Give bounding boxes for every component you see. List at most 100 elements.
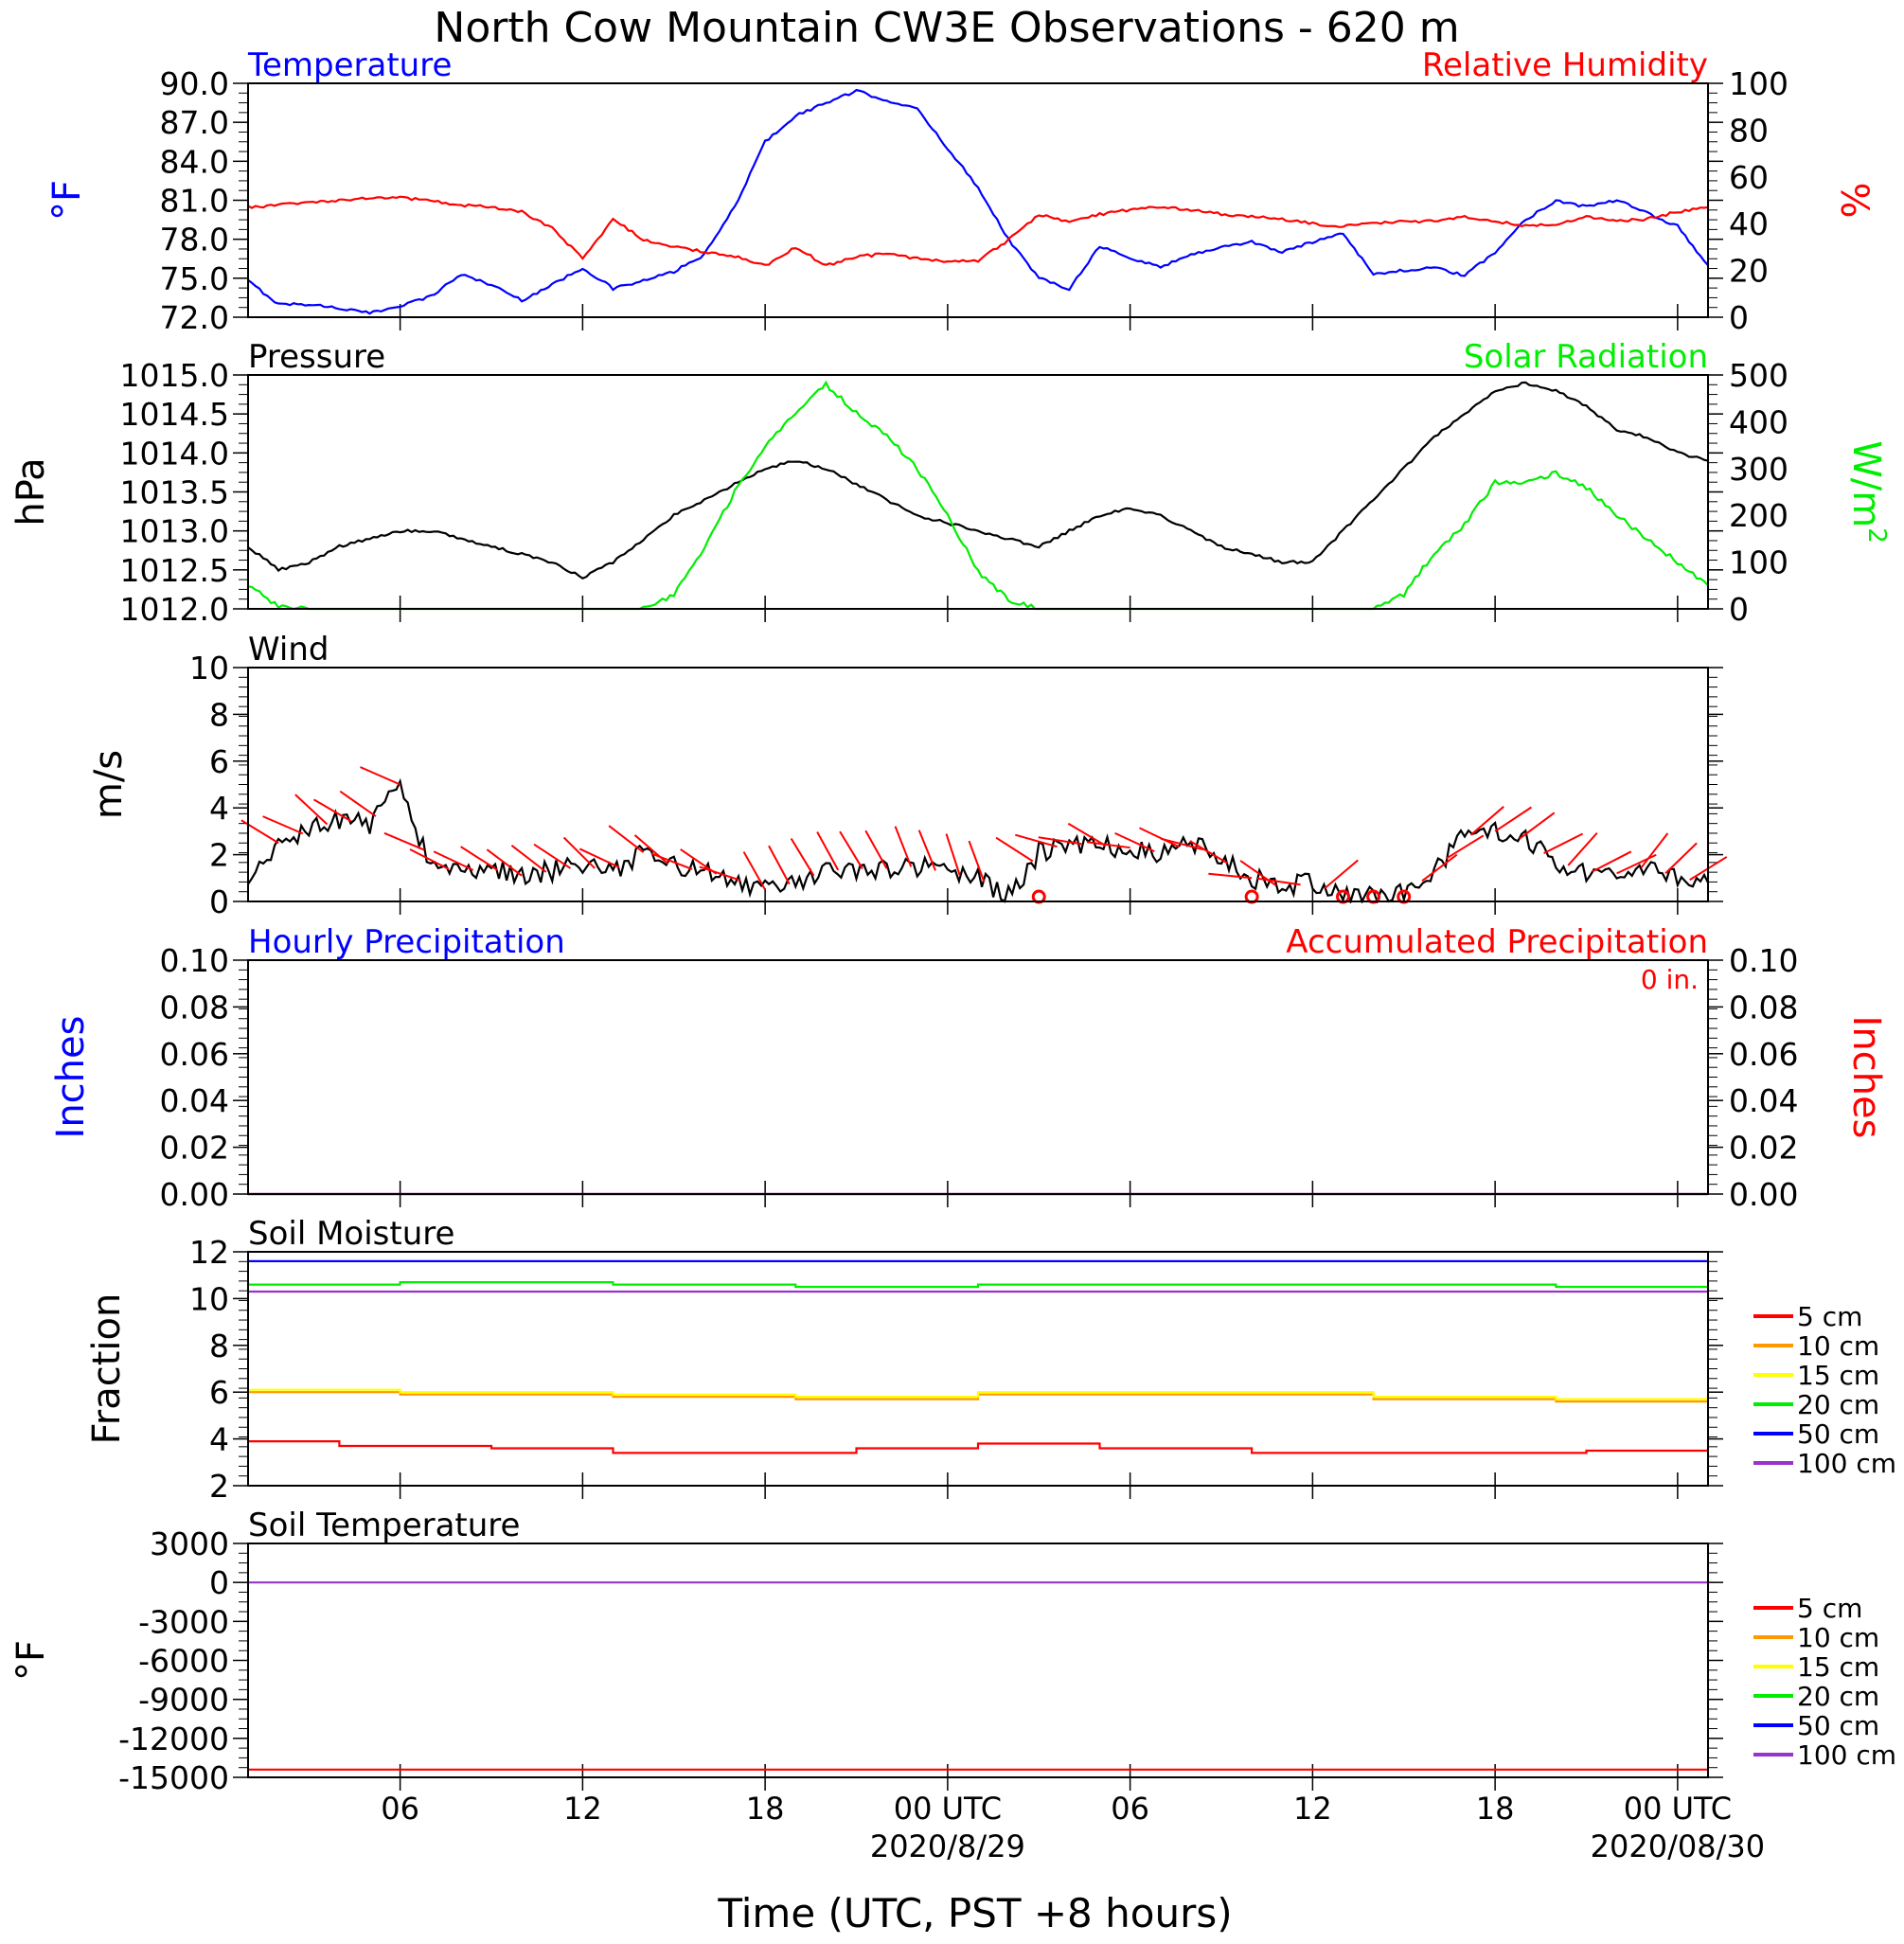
y-axis-label-left: °F	[45, 180, 89, 221]
y-tick-label-right: 60	[1729, 159, 1769, 196]
wind-barb	[945, 833, 961, 876]
y-tick-label-right: 200	[1729, 497, 1788, 534]
series-line	[248, 88, 1708, 315]
legend-label: 10 cm	[1797, 1622, 1879, 1653]
y-tick-label-right: 0.04	[1729, 1082, 1798, 1119]
y-tick-label-left: 78.0	[160, 222, 229, 259]
panel-title-left: Temperature	[247, 46, 452, 84]
wind-barb	[1139, 827, 1180, 848]
panel-title-left: Pressure	[248, 338, 385, 376]
y-tick-label-left: 6	[209, 743, 229, 780]
y-tick-label-left: 3000	[150, 1525, 229, 1562]
plot-frame	[247, 1251, 1709, 1487]
wind-barb	[262, 815, 304, 835]
y-tick-label-left: 1012.5	[120, 552, 229, 589]
plot-frame	[247, 82, 1709, 318]
y-tick-label-right: 0.06	[1729, 1036, 1798, 1073]
plot-frame	[247, 1543, 1709, 1778]
series-line	[248, 195, 1708, 266]
wind-barb	[294, 794, 329, 826]
wind-barb	[1519, 811, 1556, 840]
figure-title: North Cow Mountain CW3E Observations - 6…	[434, 4, 1459, 52]
legend-label: 100 cm	[1797, 1739, 1896, 1771]
legend-label: 5 cm	[1797, 1593, 1862, 1624]
wind-barb	[968, 840, 986, 883]
y-tick-label-right: 0.10	[1729, 942, 1798, 979]
y-tick-label-left: 12	[189, 1234, 229, 1271]
y-axis-label-left: °F	[9, 1640, 53, 1681]
x-tick-label: 06	[381, 1791, 419, 1827]
y-tick-label-right: 0.00	[1729, 1176, 1798, 1213]
y-tick-label-left: 2	[209, 1468, 229, 1505]
y-tick-label-left: -9000	[138, 1682, 229, 1719]
x-tick-label: 18	[1476, 1791, 1515, 1827]
y-tick-label-left: 84.0	[160, 143, 229, 180]
wind-barb	[1421, 853, 1458, 883]
wind-barb	[608, 825, 645, 853]
y-tick-label-left: 81.0	[160, 183, 229, 220]
y-tick-label-left: 0.00	[160, 1176, 229, 1213]
y-tick-label-right: 0.08	[1729, 989, 1798, 1026]
wind-barb	[699, 865, 741, 882]
y-tick-label-left: 8	[209, 1328, 229, 1364]
legend-label: 15 cm	[1797, 1651, 1879, 1683]
wind-barb	[460, 846, 498, 871]
series-group	[248, 88, 1708, 315]
legend-label: 50 cm	[1797, 1418, 1879, 1450]
legend-label: 20 cm	[1797, 1681, 1879, 1712]
y-tick-label-left: 1012.0	[120, 591, 229, 628]
x-tick-label: 12	[1293, 1791, 1332, 1827]
y-tick-label-left: 0	[209, 883, 229, 920]
panel-precip: 0.10 0.08 0.06 0.04 0.02 0.00 0.10 0.08 0.06 0.04…	[49, 923, 1888, 1213]
plot-frame	[247, 374, 1709, 610]
series-group	[248, 380, 1708, 611]
wind-barb	[383, 831, 425, 851]
wind-barb	[1543, 832, 1584, 855]
y-tick-label-right: 40	[1729, 205, 1769, 242]
calm-marker	[1366, 889, 1381, 904]
wind-barb	[1239, 860, 1277, 887]
y-tick-label-left: 2	[209, 837, 229, 874]
y-axis-label-right: Inches	[1844, 1016, 1888, 1139]
y-tick-label-right: 100	[1729, 65, 1788, 102]
wind-barb	[1469, 806, 1504, 836]
wind-barb	[650, 852, 693, 870]
y-axis-label-right-superscript: 2	[1862, 527, 1891, 544]
panel-title-right: Accumulated Precipitation	[1286, 923, 1708, 961]
wind-barb	[510, 844, 547, 873]
wind-barb	[578, 847, 620, 868]
wind-barb	[433, 850, 474, 871]
wind-barb	[1494, 806, 1533, 832]
wind-barb	[562, 836, 596, 869]
series-line	[248, 380, 1708, 611]
wind-barb	[1640, 832, 1669, 869]
series-line	[248, 1388, 1708, 1400]
wind-barb	[839, 830, 863, 869]
panel-title-right: Relative Humidity	[1422, 46, 1708, 84]
wind-barb	[1067, 822, 1107, 847]
plot-frame	[247, 667, 1709, 902]
accumulated-total-label: 0 in.	[1641, 964, 1699, 995]
legend-label: 10 cm	[1797, 1330, 1879, 1362]
y-tick-label-left: 1013.0	[120, 513, 229, 550]
wind-barb	[1038, 836, 1082, 846]
y-tick-label-left: 1014.0	[120, 435, 229, 472]
wind-barb	[816, 831, 840, 871]
wind-barb	[1256, 877, 1301, 886]
y-tick-label-left: 10	[189, 1280, 229, 1317]
series-group	[248, 777, 1708, 903]
y-tick-label-left: -3000	[138, 1603, 229, 1640]
y-tick-label-left: 0.10	[160, 942, 229, 979]
panel-temp-rh: 90.087.084.081.078.075.072.0 100 80 60 40 20 0…	[45, 46, 1876, 336]
y-tick-label-left: 87.0	[160, 104, 229, 141]
panel-title-left: Wind	[248, 631, 329, 669]
x-tick-label: 00 UTC	[1624, 1791, 1732, 1827]
y-tick-label-left: 0.08	[160, 989, 229, 1026]
y-tick-label-left: 4	[209, 1421, 229, 1458]
wind-barb	[864, 829, 888, 869]
x-date-label: 2020/08/30	[1591, 1828, 1765, 1864]
y-tick-label-left: 0.06	[160, 1036, 229, 1073]
panel-title-left: Hourly Precipitation	[248, 923, 565, 961]
